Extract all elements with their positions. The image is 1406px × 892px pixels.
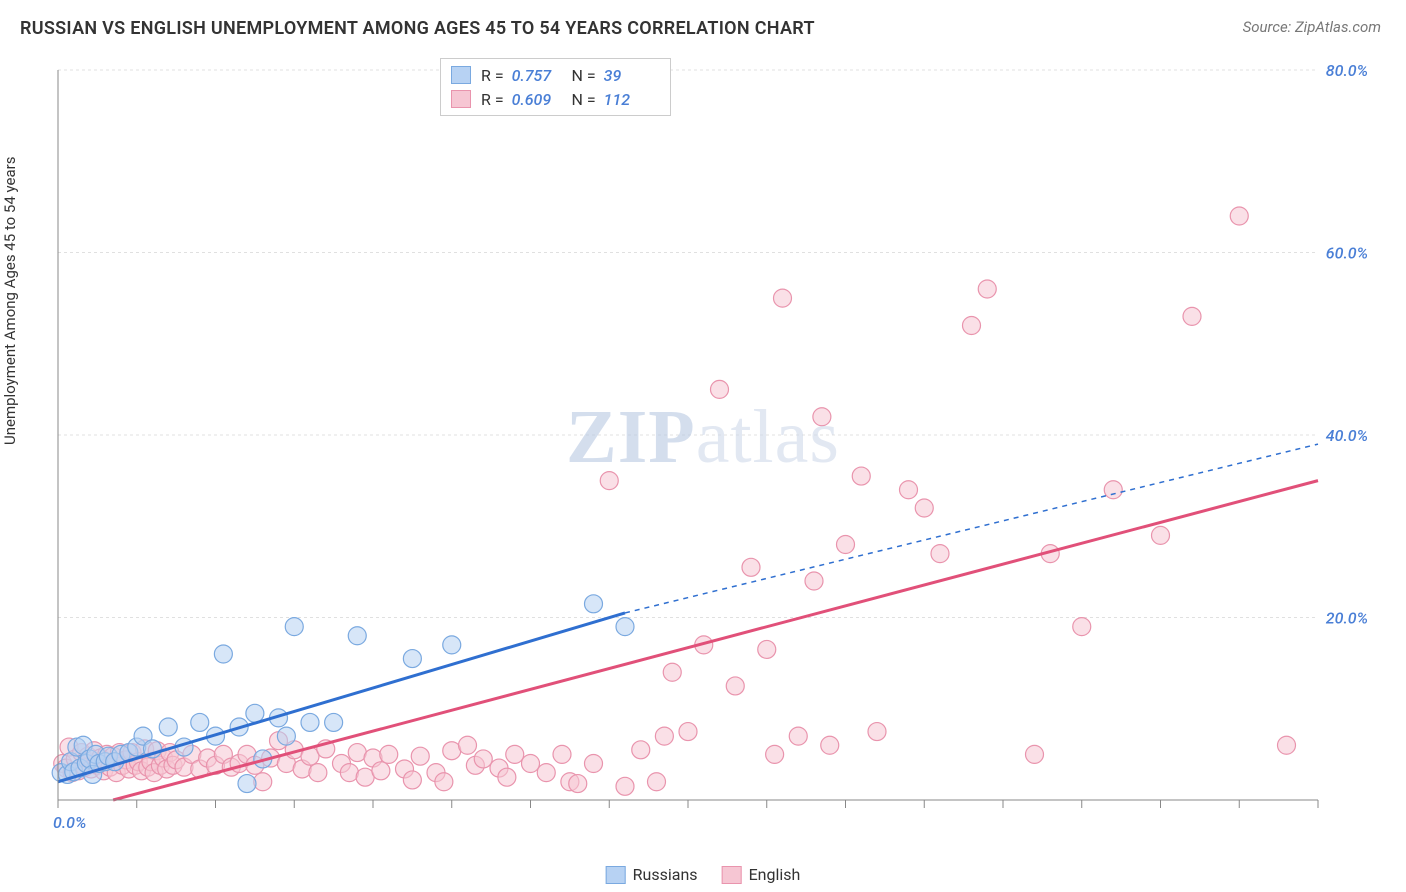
source-prefix: Source: <box>1243 18 1295 36</box>
svg-text:0.0%: 0.0% <box>53 813 86 830</box>
legend-item-russians: Russians <box>606 865 698 884</box>
legend-item-english: English <box>722 865 801 884</box>
svg-text:20.0%: 20.0% <box>1326 609 1368 628</box>
n-value-russians: 39 <box>604 66 656 85</box>
legend-label-russians: Russians <box>633 865 698 884</box>
r-label: R = <box>481 66 504 85</box>
svg-text:40.0%: 40.0% <box>1326 426 1368 445</box>
y-axis-label: Unemployment Among Ages 45 to 54 years <box>1 157 19 445</box>
swatch-russians <box>451 66 471 84</box>
svg-text:80.0%: 80.0% <box>1326 61 1368 80</box>
legend: Russians English <box>606 865 801 884</box>
correlation-stats-box: R = 0.757 N = 39 R = 0.609 N = 112 <box>440 58 671 116</box>
r-value-english: 0.609 <box>512 90 564 109</box>
n-label: N = <box>572 66 596 85</box>
legend-swatch-english <box>722 866 742 884</box>
chart-area: 20.0%40.0%60.0%80.0%0.0%80.0% <box>48 60 1368 830</box>
stats-row-english: R = 0.609 N = 112 <box>451 87 656 111</box>
n-value-english: 112 <box>604 90 656 109</box>
r-value-russians: 0.757 <box>512 66 564 85</box>
svg-text:60.0%: 60.0% <box>1326 244 1368 263</box>
source-attribution: Source: ZipAtlas.com <box>1243 18 1381 36</box>
scatter-chart-svg: 20.0%40.0%60.0%80.0%0.0%80.0% <box>48 60 1368 830</box>
swatch-english <box>451 90 471 108</box>
chart-title: RUSSIAN VS ENGLISH UNEMPLOYMENT AMONG AG… <box>20 18 815 39</box>
legend-label-english: English <box>749 865 801 884</box>
stats-row-russians: R = 0.757 N = 39 <box>451 63 656 87</box>
source-name: ZipAtlas.com <box>1295 18 1381 36</box>
n-label: N = <box>572 90 596 109</box>
r-label: R = <box>481 90 504 109</box>
legend-swatch-russians <box>606 866 626 884</box>
